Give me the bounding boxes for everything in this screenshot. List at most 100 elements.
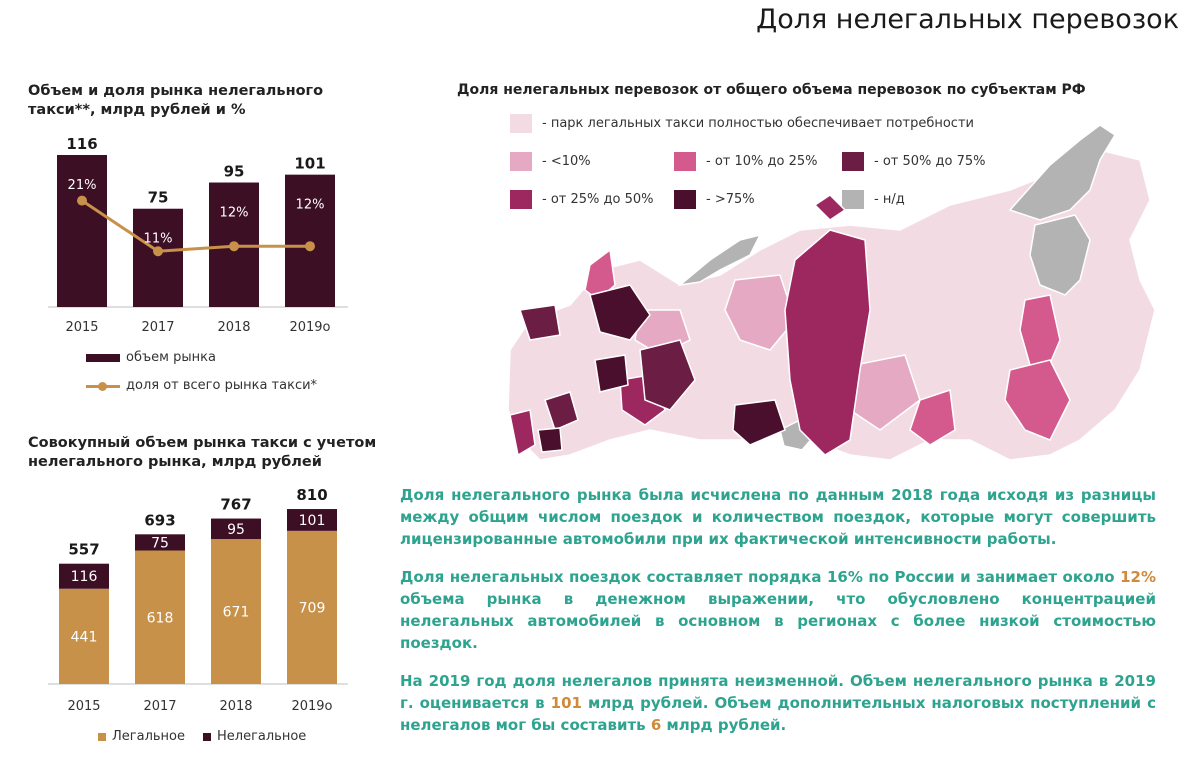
map-legend-swatch bbox=[510, 114, 532, 133]
map-region-25-50-south bbox=[509, 409, 536, 457]
map-region-50-75-c bbox=[519, 304, 561, 341]
map-region-25-50-krasn bbox=[784, 229, 871, 456]
map-legend-swatch bbox=[842, 152, 864, 171]
chart2-legal-value-label: 671 bbox=[223, 605, 250, 621]
chart2-bar-legal bbox=[59, 588, 109, 684]
chart2-plot: 441 116 557 2015 618 75 693 2017 671 95 767 2018 709… bbox=[48, 486, 348, 714]
chart1-share-point bbox=[305, 241, 315, 252]
description-p3-highlight-1: 101 bbox=[550, 694, 582, 712]
chart2-bar-legal bbox=[211, 539, 261, 684]
chart1-legend-line-swatch bbox=[86, 381, 120, 391]
chart1-bar-value-label: 101 bbox=[294, 155, 325, 173]
map-legend-label: - парк легальных такси полностью обеспеч… bbox=[542, 116, 974, 131]
map-legend-label: - от 25% до 50% bbox=[542, 192, 654, 207]
map-region-50-75-a bbox=[639, 339, 696, 411]
chart1-tick-label: 2015 bbox=[65, 320, 98, 335]
chart1-bar-value-label: 116 bbox=[66, 135, 97, 153]
chart2-bar-illegal bbox=[59, 563, 109, 589]
map-legend-label: - >75% bbox=[706, 192, 755, 207]
chart2-total-label: 767 bbox=[220, 496, 251, 514]
map-legend-item: - н/д bbox=[842, 190, 905, 209]
description-p2-b: объема рынка в денежном выражении, что о… bbox=[400, 590, 1156, 652]
chart1-legend-bar-swatch bbox=[86, 353, 120, 362]
description-p3-b: млрд рублей. Объем дополнительных налого… bbox=[400, 694, 1156, 734]
chart2-illegal-value-label: 101 bbox=[299, 513, 326, 529]
map-legend-item: - <10% bbox=[510, 152, 591, 171]
map-legend-swatch bbox=[842, 190, 864, 209]
chart2-bar-illegal bbox=[135, 534, 185, 551]
chart1-bar bbox=[285, 174, 335, 307]
chart1-title: Объем и доля рынка нелегального такси**,… bbox=[28, 83, 324, 118]
chart2-legal-value-label: 441 bbox=[71, 629, 98, 645]
description-p3-a: На 2019 год доля нелегалов принята неизм… bbox=[400, 672, 1156, 712]
chart1-legend-bar-label: объем рынка bbox=[126, 350, 216, 365]
chart2-total-label: 693 bbox=[144, 511, 175, 529]
map-region-na-chukotka bbox=[1008, 124, 1117, 221]
chart2-tick-label: 2015 bbox=[67, 699, 100, 714]
map-region-gt75-d bbox=[537, 427, 563, 453]
map-region-25-50-taimyr bbox=[813, 194, 847, 221]
map-legend-swatch bbox=[510, 152, 532, 171]
chart2-legend: Легальное Нелегальное bbox=[98, 729, 306, 744]
description-p3: На 2019 год доля нелегалов принята неизм… bbox=[400, 670, 1156, 736]
description-p1: Доля нелегального рынка была исчислена п… bbox=[400, 486, 1156, 548]
description-text: Доля нелегального рынка была исчислена п… bbox=[400, 484, 1156, 752]
chart1-share-label: 12% bbox=[220, 206, 249, 221]
map-region-gt75-b bbox=[732, 399, 786, 446]
chart1-bar-value-label: 75 bbox=[148, 189, 169, 207]
chart2-title: Совокупный объем рынка такси с учетом не… bbox=[28, 435, 377, 470]
chart2-legend-illegal-label: Нелегальное bbox=[217, 729, 307, 744]
chart1-legend-bar: объем рынка bbox=[86, 350, 216, 365]
map-legend-item: - от 10% до 25% bbox=[674, 152, 817, 171]
chart2-bar-legal bbox=[287, 530, 337, 684]
chart2-legend-legal-swatch bbox=[98, 732, 106, 741]
map-title: Доля нелегальных перевозок от общего объ… bbox=[457, 82, 1086, 98]
map-region-10-25-zabaik bbox=[909, 388, 956, 446]
chart2-total-label: 810 bbox=[296, 486, 327, 504]
chart1-legend-line-label: доля от всего рынка такси* bbox=[126, 378, 318, 393]
chart1-share-label: 11% bbox=[144, 232, 173, 247]
chart2-illegal-value-label: 116 bbox=[71, 569, 98, 585]
chart1-share-label: 12% bbox=[296, 198, 325, 213]
chart2-bar-illegal bbox=[211, 518, 261, 540]
map-region-na-magadan bbox=[1029, 214, 1091, 296]
description-p3-c: млрд рублей. bbox=[661, 716, 787, 734]
chart1-legend-line: доля от всего рынка такси* bbox=[86, 378, 317, 393]
map-region-na-arctic bbox=[677, 233, 762, 287]
chart1-share-point bbox=[153, 246, 163, 257]
chart2-illegal-value-label: 75 bbox=[151, 535, 169, 551]
chart1-bar bbox=[133, 208, 183, 307]
map-region-50-75-b bbox=[544, 391, 579, 432]
description-p2-a: Доля нелегальных поездок составляет поря… bbox=[400, 568, 1121, 586]
chart2-total-label: 557 bbox=[68, 541, 99, 559]
chart2-legend-illegal-swatch bbox=[203, 732, 211, 741]
description-p2: Доля нелегальных поездок составляет поря… bbox=[400, 566, 1156, 654]
description-p3-highlight-2: 6 bbox=[650, 716, 662, 734]
chart1-bar bbox=[57, 155, 107, 307]
chart1-tick-label: 2017 bbox=[141, 320, 174, 335]
chart1-tick-label: 2018 bbox=[217, 320, 250, 335]
map-legend-label: - н/д bbox=[874, 192, 905, 207]
chart1-share-line bbox=[81, 199, 310, 253]
chart1-share-point bbox=[229, 241, 239, 252]
chart2-tick-label: 2017 bbox=[143, 699, 176, 714]
map-legend-item: - от 50% до 75% bbox=[842, 152, 985, 171]
map-region-lt10-a bbox=[724, 274, 796, 351]
map-region-10-25-amur bbox=[1004, 359, 1071, 441]
map-legend-label: - <10% bbox=[542, 154, 591, 169]
chart2-legal-value-label: 618 bbox=[147, 610, 174, 626]
chart2-bar-illegal bbox=[287, 509, 337, 531]
map-region-gt75-a bbox=[589, 284, 651, 341]
chart2-illegal-value-label: 95 bbox=[227, 522, 245, 538]
chart1-share-label: 21% bbox=[68, 178, 97, 193]
chart2-bar-legal bbox=[135, 550, 185, 684]
map-legend-item: - от 25% до 50% bbox=[510, 190, 653, 209]
page-title: Доля нелегальных перевозок bbox=[756, 4, 1179, 35]
chart1-plot: 116 2015 75 2017 95 2018 101 2019o 21% 11% 12% 12% bbox=[48, 135, 348, 335]
russia-map bbox=[507, 124, 1156, 461]
map-legend-label: - от 10% до 25% bbox=[706, 154, 818, 169]
chart1-tick-label: 2019o bbox=[289, 320, 330, 335]
chart2-legend-legal-label: Легальное bbox=[112, 729, 185, 744]
map-legend-swatch bbox=[510, 190, 532, 209]
map-legend-swatch bbox=[674, 152, 696, 171]
